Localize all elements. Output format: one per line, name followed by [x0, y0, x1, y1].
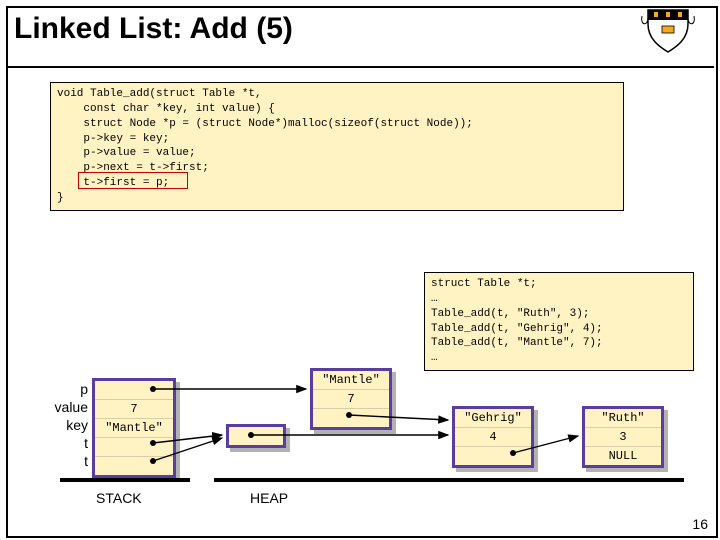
dot-gehrig-next — [510, 450, 516, 456]
gehrig-next — [455, 447, 531, 465]
label-t: t — [40, 434, 88, 452]
ruth-next: NULL — [585, 447, 661, 465]
ruth-value: 3 — [585, 428, 661, 447]
stack-t2 — [95, 457, 173, 475]
table-first — [229, 427, 283, 445]
label-key: key — [40, 416, 88, 434]
dot-p — [150, 386, 156, 392]
stack-value: 7 — [95, 400, 173, 419]
page-number: 16 — [692, 516, 708, 532]
code-client: struct Table *t; … Table_add(t, "Ruth", … — [424, 272, 694, 371]
stack-bar — [60, 478, 190, 482]
caption-heap: HEAP — [250, 490, 288, 506]
gehrig-value: 4 — [455, 428, 531, 447]
label-t2: t — [40, 452, 88, 470]
node-gehrig: "Gehrig" 4 — [452, 406, 534, 468]
stack-t — [95, 438, 173, 457]
dot-mantle-next — [346, 412, 352, 418]
highlight-current-line — [78, 172, 188, 189]
code-function: void Table_add(struct Table *t, const ch… — [50, 82, 624, 211]
princeton-shield-icon — [640, 8, 696, 54]
stack-key: "Mantle" — [95, 419, 173, 438]
dot-table-first — [248, 432, 254, 438]
mantle-value: 7 — [313, 390, 389, 409]
heap-bar — [214, 478, 684, 482]
dot-t2 — [150, 458, 156, 464]
caption-stack: STACK — [96, 490, 142, 506]
stack-labels: p value key t t — [40, 380, 88, 470]
label-p: p — [40, 380, 88, 398]
gehrig-key: "Gehrig" — [455, 409, 531, 428]
node-mantle: "Mantle" 7 — [310, 368, 392, 430]
ruth-key: "Ruth" — [585, 409, 661, 428]
label-value: value — [40, 398, 88, 416]
stack-p — [95, 381, 173, 400]
mantle-key: "Mantle" — [313, 371, 389, 390]
heap-table — [226, 424, 286, 448]
dot-t — [150, 440, 156, 446]
stack-frame: 7 "Mantle" — [92, 378, 176, 478]
node-ruth: "Ruth" 3 NULL — [582, 406, 664, 468]
mantle-next — [313, 409, 389, 427]
slide-title: Linked List: Add (5) — [14, 12, 293, 46]
